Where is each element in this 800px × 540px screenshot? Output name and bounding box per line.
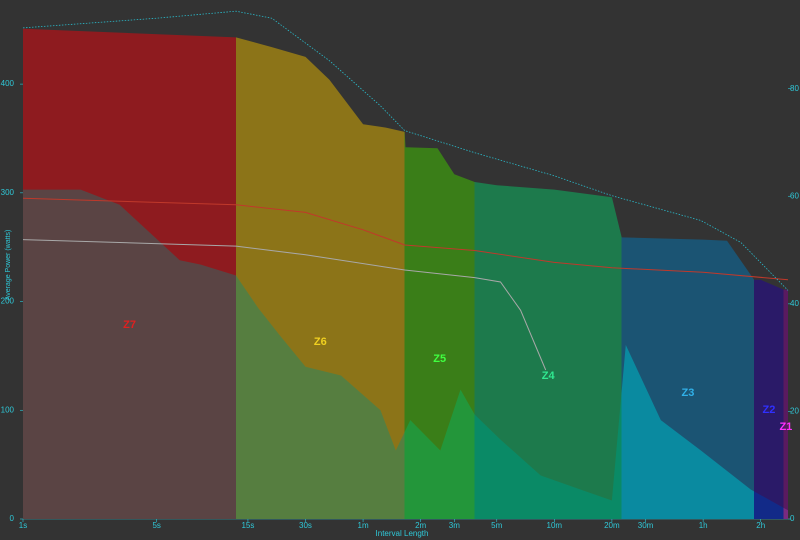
x-axis-title: Interval Length — [376, 529, 429, 538]
zone-label: Z4 — [542, 370, 556, 382]
y-tick-label: 300 — [1, 188, 15, 197]
y-axis-title: Average Power (watts) — [5, 230, 12, 301]
x-tick-label: 30m — [638, 521, 654, 530]
dotted-line — [22, 10, 789, 291]
x-tick-label: 5s — [152, 521, 160, 530]
line — [22, 197, 789, 281]
y-tick-label: 100 — [1, 405, 15, 414]
x-tick-label: 1s — [19, 521, 27, 530]
x-tick-label: 1h — [699, 521, 708, 530]
x-tick-label: 15s — [241, 521, 254, 530]
zone-label: Z6 — [314, 336, 327, 348]
x-tick-label: 1m — [358, 521, 369, 530]
y2-tick-label: 0 — [790, 514, 795, 523]
overlay-area — [23, 189, 788, 519]
x-tick-label: 2m — [415, 521, 426, 530]
x-tick-label: 3m — [449, 521, 460, 530]
x-tick-label: 10m — [547, 521, 563, 530]
zone-label: Z3 — [681, 387, 694, 399]
x-tick-label: 30s — [299, 521, 312, 530]
y2-tick-label: 60 — [790, 191, 799, 200]
y2-tick-label: 20 — [790, 407, 799, 416]
y2-tick-label: 80 — [790, 84, 799, 93]
zone-label: Z2 — [763, 404, 776, 416]
x-tick-label: 5m — [491, 521, 502, 530]
x-tick-label: 2h — [756, 521, 765, 530]
y-tick-label: 400 — [1, 79, 15, 88]
x-tick-label: 20m — [604, 521, 620, 530]
y2-tick-label: 40 — [790, 299, 799, 308]
zone-label: Z5 — [433, 353, 446, 365]
zone-label: Z1 — [779, 421, 792, 433]
y-tick-label: 0 — [10, 514, 15, 523]
y-tick-label: 200 — [1, 297, 15, 306]
zone-label: Z7 — [123, 319, 136, 331]
line — [22, 239, 547, 371]
